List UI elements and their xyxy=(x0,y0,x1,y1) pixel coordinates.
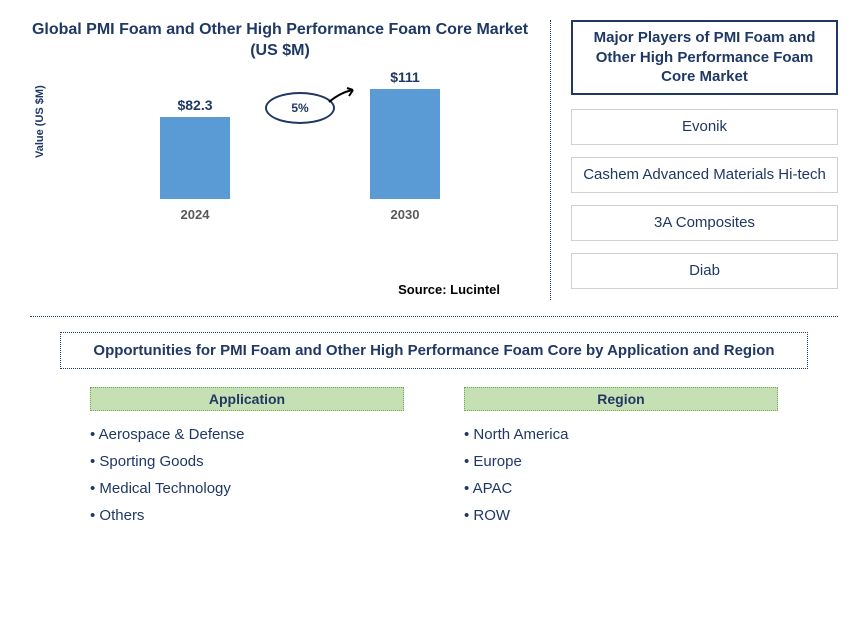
player-item: 3A Composites xyxy=(571,205,838,241)
list-item: APAC xyxy=(464,475,778,502)
list-item: ROW xyxy=(464,502,778,529)
list-item: Medical Technology xyxy=(90,475,404,502)
y-axis-label: Value (US $M) xyxy=(34,85,46,158)
bar-group: $82.3 2024 xyxy=(160,97,230,221)
bar-group: $111 2030 xyxy=(370,69,440,222)
opportunity-column: Region North AmericaEuropeAPACROW xyxy=(464,387,778,529)
chart-area: Value (US $M) 5% $82.32024$1112030 xyxy=(90,82,510,262)
player-item: Evonik xyxy=(571,109,838,145)
opportunity-columns: Application Aerospace & DefenseSporting G… xyxy=(30,387,838,529)
list-item: Europe xyxy=(464,448,778,475)
x-axis-label: 2030 xyxy=(391,207,420,222)
opportunities-title: Opportunities for PMI Foam and Other Hig… xyxy=(60,332,808,370)
column-list: North AmericaEuropeAPACROW xyxy=(464,421,778,529)
column-header: Application xyxy=(90,387,404,411)
horizontal-divider xyxy=(30,316,838,317)
opportunities-section: Opportunities for PMI Foam and Other Hig… xyxy=(30,332,838,530)
list-item: Sporting Goods xyxy=(90,448,404,475)
opportunity-column: Application Aerospace & DefenseSporting G… xyxy=(90,387,404,529)
chart-title: Global PMI Foam and Other High Performan… xyxy=(30,20,530,62)
bar xyxy=(370,89,440,199)
list-item: North America xyxy=(464,421,778,448)
list-item: Aerospace & Defense xyxy=(90,421,404,448)
list-item: Others xyxy=(90,502,404,529)
bar xyxy=(160,117,230,198)
chart-panel: Global PMI Foam and Other High Performan… xyxy=(30,20,530,301)
players-panel: Major Players of PMI Foam and Other High… xyxy=(571,20,838,301)
bars-container: $82.32024$1112030 xyxy=(90,82,510,222)
top-section: Global PMI Foam and Other High Performan… xyxy=(30,20,838,301)
bar-value: $82.3 xyxy=(177,97,212,113)
players-list: Evonik Cashem Advanced Materials Hi-tech 3… xyxy=(571,109,838,289)
x-axis-label: 2024 xyxy=(181,207,210,222)
bar-value: $111 xyxy=(390,69,420,85)
players-title: Major Players of PMI Foam and Other High… xyxy=(571,20,838,95)
player-item: Diab xyxy=(571,253,838,289)
source-text: Source: Lucintel xyxy=(30,282,530,297)
vertical-divider xyxy=(550,20,551,300)
column-header: Region xyxy=(464,387,778,411)
player-item: Cashem Advanced Materials Hi-tech xyxy=(571,157,838,193)
column-list: Aerospace & DefenseSporting GoodsMedical… xyxy=(90,421,404,529)
